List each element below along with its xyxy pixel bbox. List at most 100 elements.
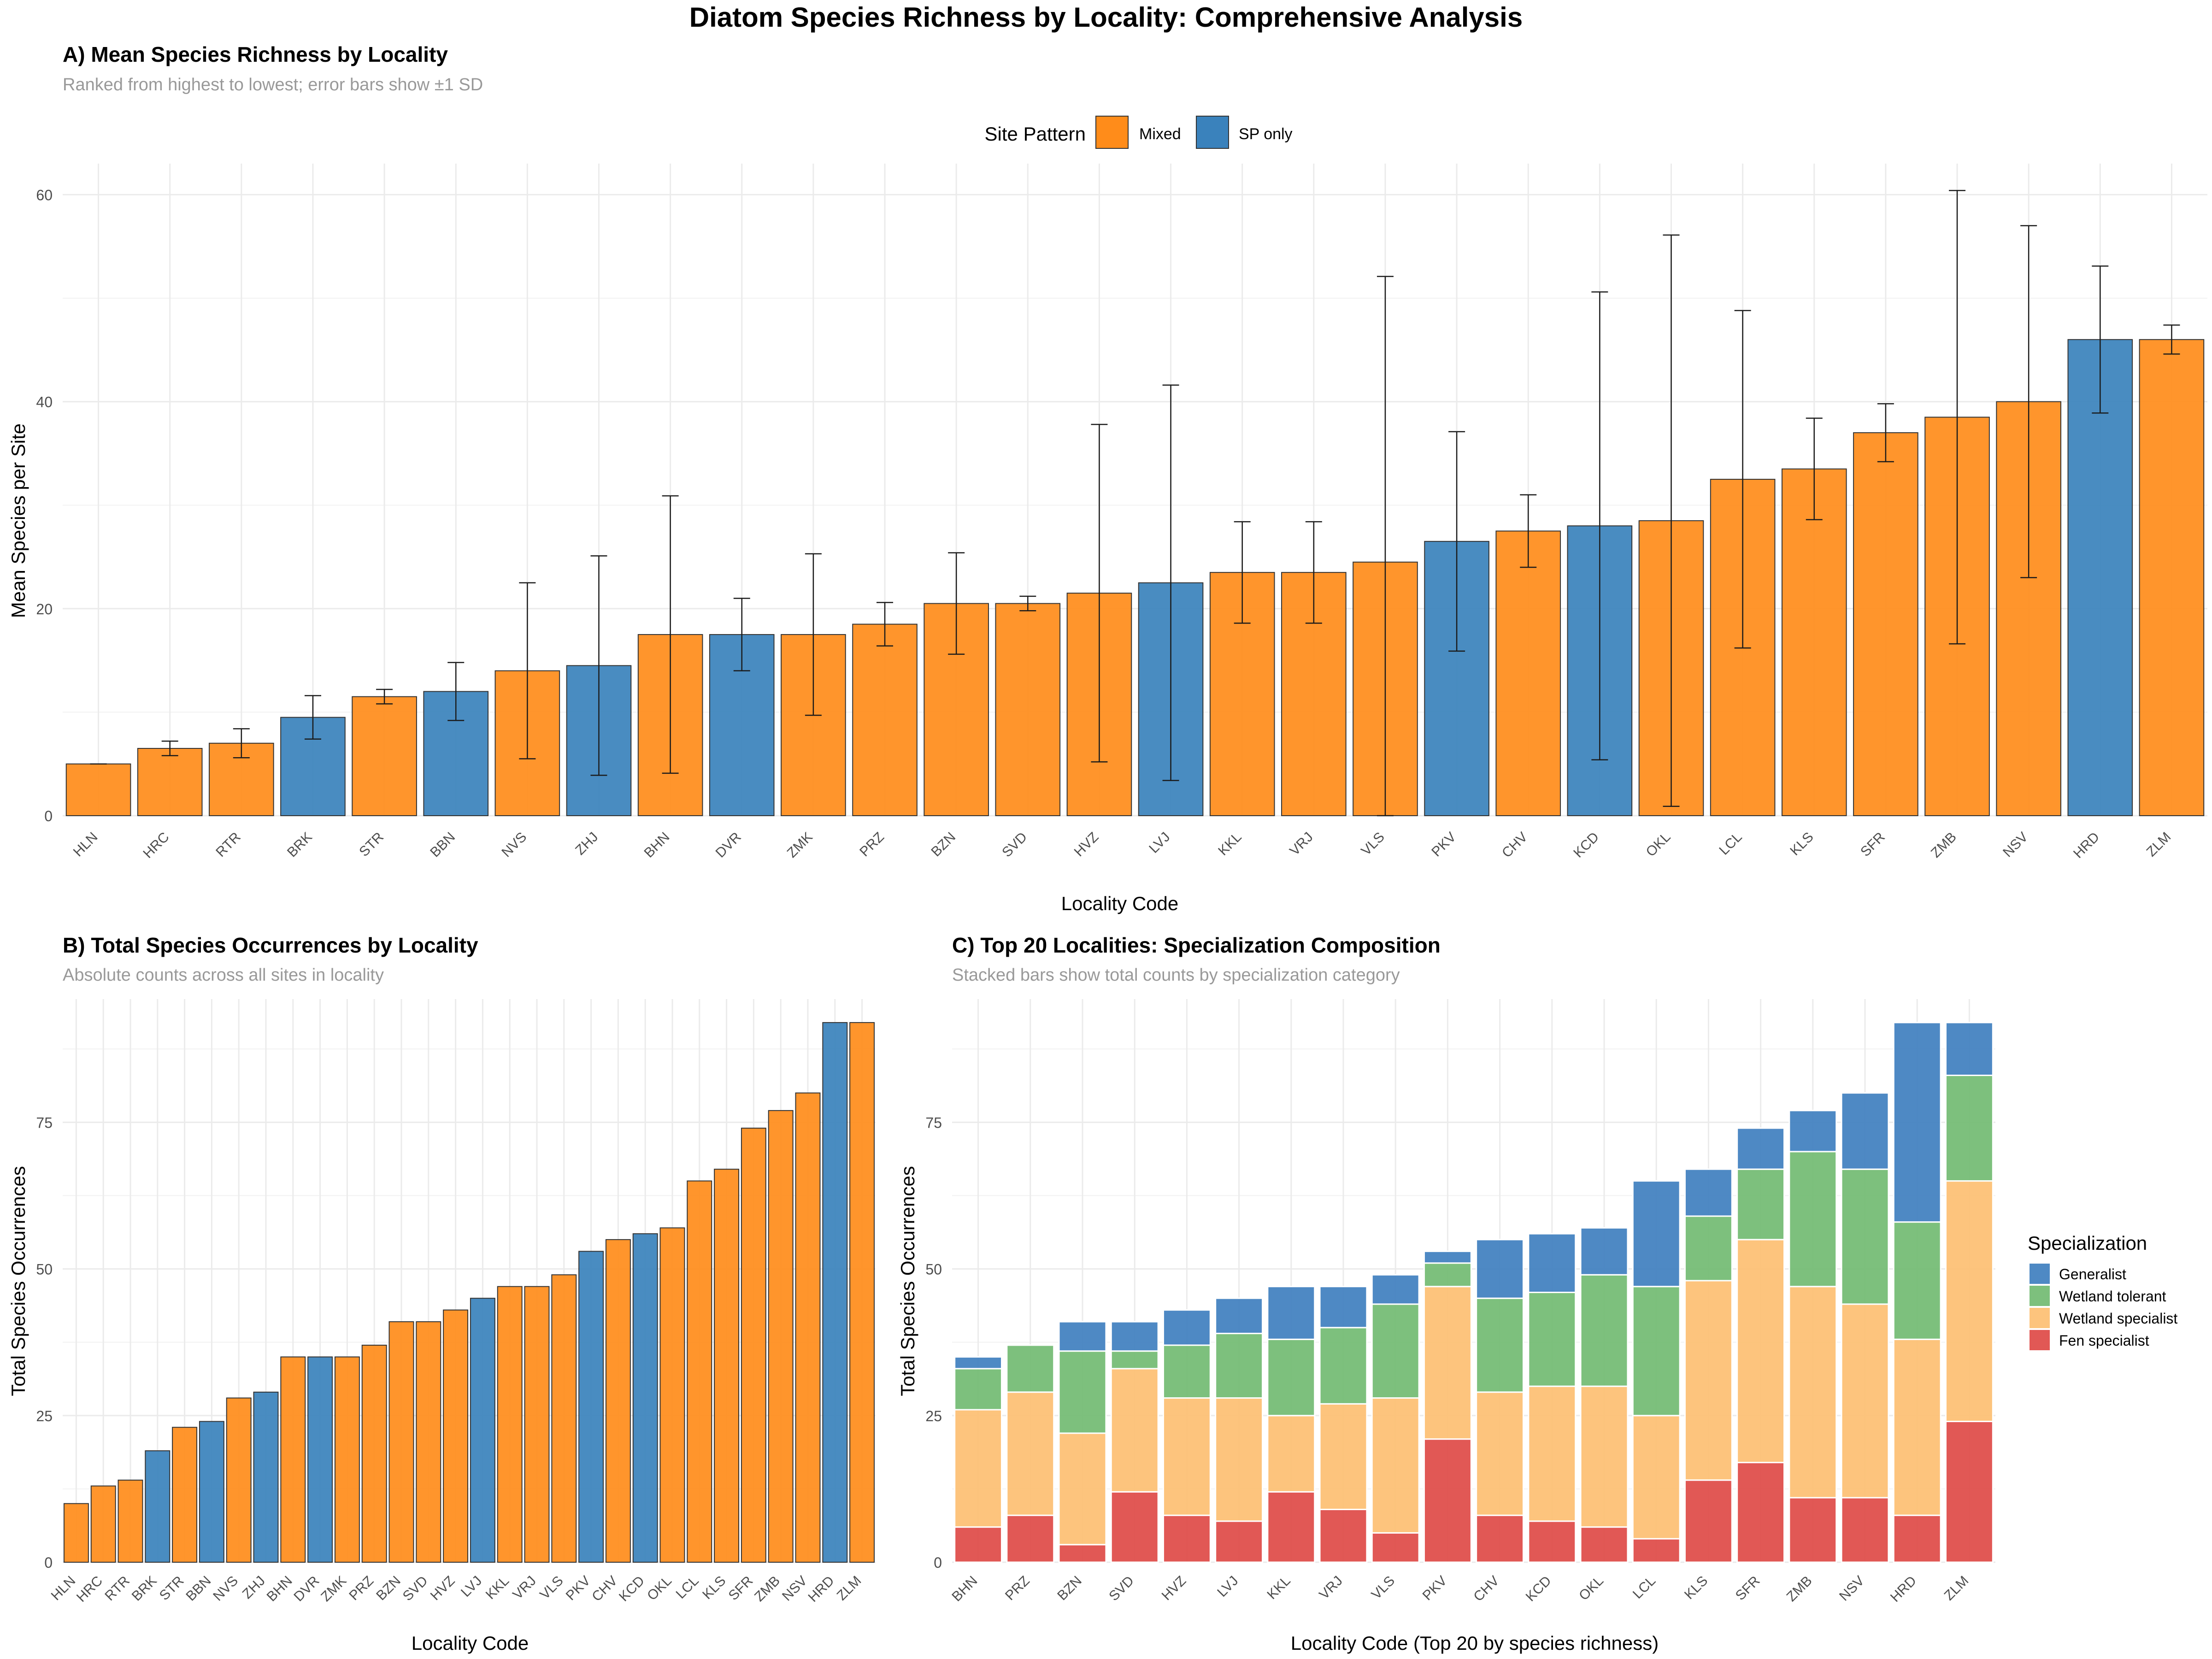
panel-c-bar-bhn-wetland-tolerant [954,1368,1003,1411]
panel-c-bar-vls-fen-specialist [1371,1532,1420,1563]
panel-a-x-tick-label-str: STR [356,830,387,860]
legend-swatch-mixed [1095,116,1129,149]
panel-c-bar-vls-wetland-tolerant [1371,1303,1420,1399]
panel-a-bar-chv [1495,530,1561,817]
panel-c-bar-zmb-wetland-tolerant [1788,1151,1837,1288]
panel-c-bar-hrd-wetland-specialist [1893,1338,1941,1516]
panel-a-title: A) Mean Species Richness by Locality [63,42,448,66]
panel-b-x-tick-label-brk: BRK [129,1573,160,1604]
panel-c-x-tick-label-nsv: NSV [1836,1573,1867,1604]
legend-label-mixed: Mixed [1139,125,1181,143]
panel-b-x-tick-label-kcd: KCD [616,1573,647,1605]
panel-a-error-bar-vls [1377,276,1394,817]
panel-a-x-tick-label-dvr: DVR [713,830,744,861]
panel-b-bar-hrd [822,1022,848,1563]
panel-c-bar-kcd-wetland-tolerant [1528,1291,1577,1387]
panel-a-error-bar-vrj [1305,521,1322,624]
panel-a-y-axis-label: Mean Species per Site [7,424,29,618]
panel-a-x-tick-label-prz: PRZ [857,830,887,860]
legend-label-sp-only: SP only [1239,125,1293,143]
panel-a-error-bar-kkl [1234,521,1251,624]
panel-c-bar-vls-generalist [1371,1274,1420,1305]
panel-b-bar-lvj [470,1298,495,1563]
panel-b-x-tick-label-chv: CHV [589,1573,620,1605]
panel-b-bar-pkv [578,1251,604,1563]
panel-b-x-tick-label-hln: HLN [48,1573,79,1604]
panel-c-x-tick-label-bhn: BHN [949,1573,980,1605]
panel-a-x-tick-label-rtr: RTR [213,830,244,860]
panel-c-bar-vrj-generalist [1319,1286,1368,1329]
panel-c-x-tick-label-zmb: ZMB [1784,1573,1815,1605]
panel-c-bar-zlm-generalist [1945,1022,1994,1076]
panel-a-error-bar-hrc [161,741,178,756]
panel-b-bar-nsv [795,1092,821,1563]
panel-c-y-axis-label: Total Species Occurrences [897,1166,918,1396]
panel-c-bar-nsv-fen-specialist [1841,1497,1889,1563]
panel-b-x-tick-label-dvr: DVR [291,1573,322,1605]
panel-c-bar-nsv-wetland-tolerant [1841,1168,1889,1305]
panel-b-total-occurrences: B) Total Species Occurrences by Locality… [7,933,876,1654]
panel-c-bar-pkv-wetland-specialist [1423,1286,1472,1440]
panel-c-bar-lvj-fen-specialist [1215,1520,1264,1563]
panel-c-x-tick-label-lcl: LCL [1630,1573,1659,1602]
panel-b-bar-kcd [632,1233,658,1563]
legend-swatch-wetland-specialist [2030,1308,2050,1328]
panel-b-bar-str [172,1427,198,1563]
panel-c-bar-kls-fen-specialist [1684,1479,1733,1563]
panel-c-bar-chv-wetland-specialist [1476,1391,1524,1516]
panel-b-y-axis-label: Total Species Occurrences [7,1166,29,1396]
panel-b-bar-kkl [497,1286,523,1563]
panel-c-bar-hrd-generalist [1893,1022,1941,1223]
panel-c-bar-bzn-generalist [1058,1321,1107,1352]
panel-b-x-tick-label-svd: SVD [400,1573,431,1604]
panel-c-bar-sfr-wetland-tolerant [1736,1168,1785,1241]
legend-title-site-pattern: Site Pattern [985,123,1086,145]
panel-a-x-tick-label-bbn: BBN [427,830,458,860]
panel-b-bar-bhn [280,1356,306,1563]
panel-c-bar-lcl-generalist [1632,1180,1681,1288]
panel-a-bar-svd [995,603,1061,816]
panel-b-bar-bbn [199,1421,224,1563]
panel-a-x-tick-label-kcd: KCD [1571,830,1602,861]
panel-a-x-tick-label-svd: SVD [999,830,1030,860]
panel-b-bar-svd [416,1321,441,1563]
panel-c-bar-lvj-wetland-tolerant [1215,1333,1264,1399]
panel-b-bar-kls [714,1169,740,1563]
panel-a-error-bar-nsv [2020,225,2037,578]
panel-a-x-tick-label-zhj: ZHJ [572,830,601,858]
panel-c-bar-okl-fen-specialist [1580,1526,1629,1563]
panel-b-bar-dvr [307,1356,333,1563]
panel-b-bar-lcl [687,1180,712,1563]
panel-a-error-bar-bhn [662,495,679,774]
panel-c-bar-chv-fen-specialist [1476,1514,1524,1563]
panel-b-bar-vrj [524,1286,550,1563]
panel-b-x-tick-label-sfr: SFR [726,1573,756,1604]
panel-c-bar-chv-generalist [1476,1239,1524,1299]
panel-c-bar-hrd-fen-specialist [1893,1514,1941,1563]
panel-a-x-tick-label-nvs: NVS [499,830,529,860]
panel-a-x-tick-label-hln: HLN [71,830,101,860]
panel-a-y-tick-label: 0 [44,808,53,824]
panel-a-error-bar-sfr [1877,403,1894,463]
panel-b-x-tick-label-lvj: LVJ [458,1573,485,1600]
panel-a-x-tick-label-sfr: SFR [1858,830,1888,860]
panel-b-bar-zmk [334,1356,360,1563]
panel-c-bar-zlm-wetland-specialist [1945,1180,1994,1423]
panel-c-bar-hvz-generalist [1162,1309,1211,1346]
panel-b-plot: 0 25 50 75 HLNHRCRTRBRKSTRBBNNVSZHJBHNDVRZMK… [36,999,876,1605]
panel-a-x-tick-label-hrd: HRD [2071,830,2102,861]
panel-a-error-bar-zmk [805,553,822,716]
panel-a-bar-str [352,696,417,816]
panel-c-bar-vrj-wetland-specialist [1319,1403,1368,1510]
panel-c-bar-zmb-fen-specialist [1788,1497,1837,1563]
panel-c-bar-bhn-fen-specialist [954,1526,1003,1563]
panel-c-y-tick-label: 75 [925,1114,942,1131]
panel-c-x-tick-label-zlm: ZLM [1941,1573,1972,1604]
panel-b-bar-hrc [90,1485,116,1563]
legend-swatch-sp-only [1196,116,1229,149]
panel-a-x-tick-label-lvj: LVJ [1146,830,1173,856]
panel-b-x-tick-label-nsv: NSV [779,1573,810,1604]
panel-c-bar-lcl-wetland-tolerant [1632,1286,1681,1417]
panel-c-bar-zmb-wetland-specialist [1788,1286,1837,1499]
panel-c-x-tick-label-pkv: PKV [1420,1573,1450,1604]
